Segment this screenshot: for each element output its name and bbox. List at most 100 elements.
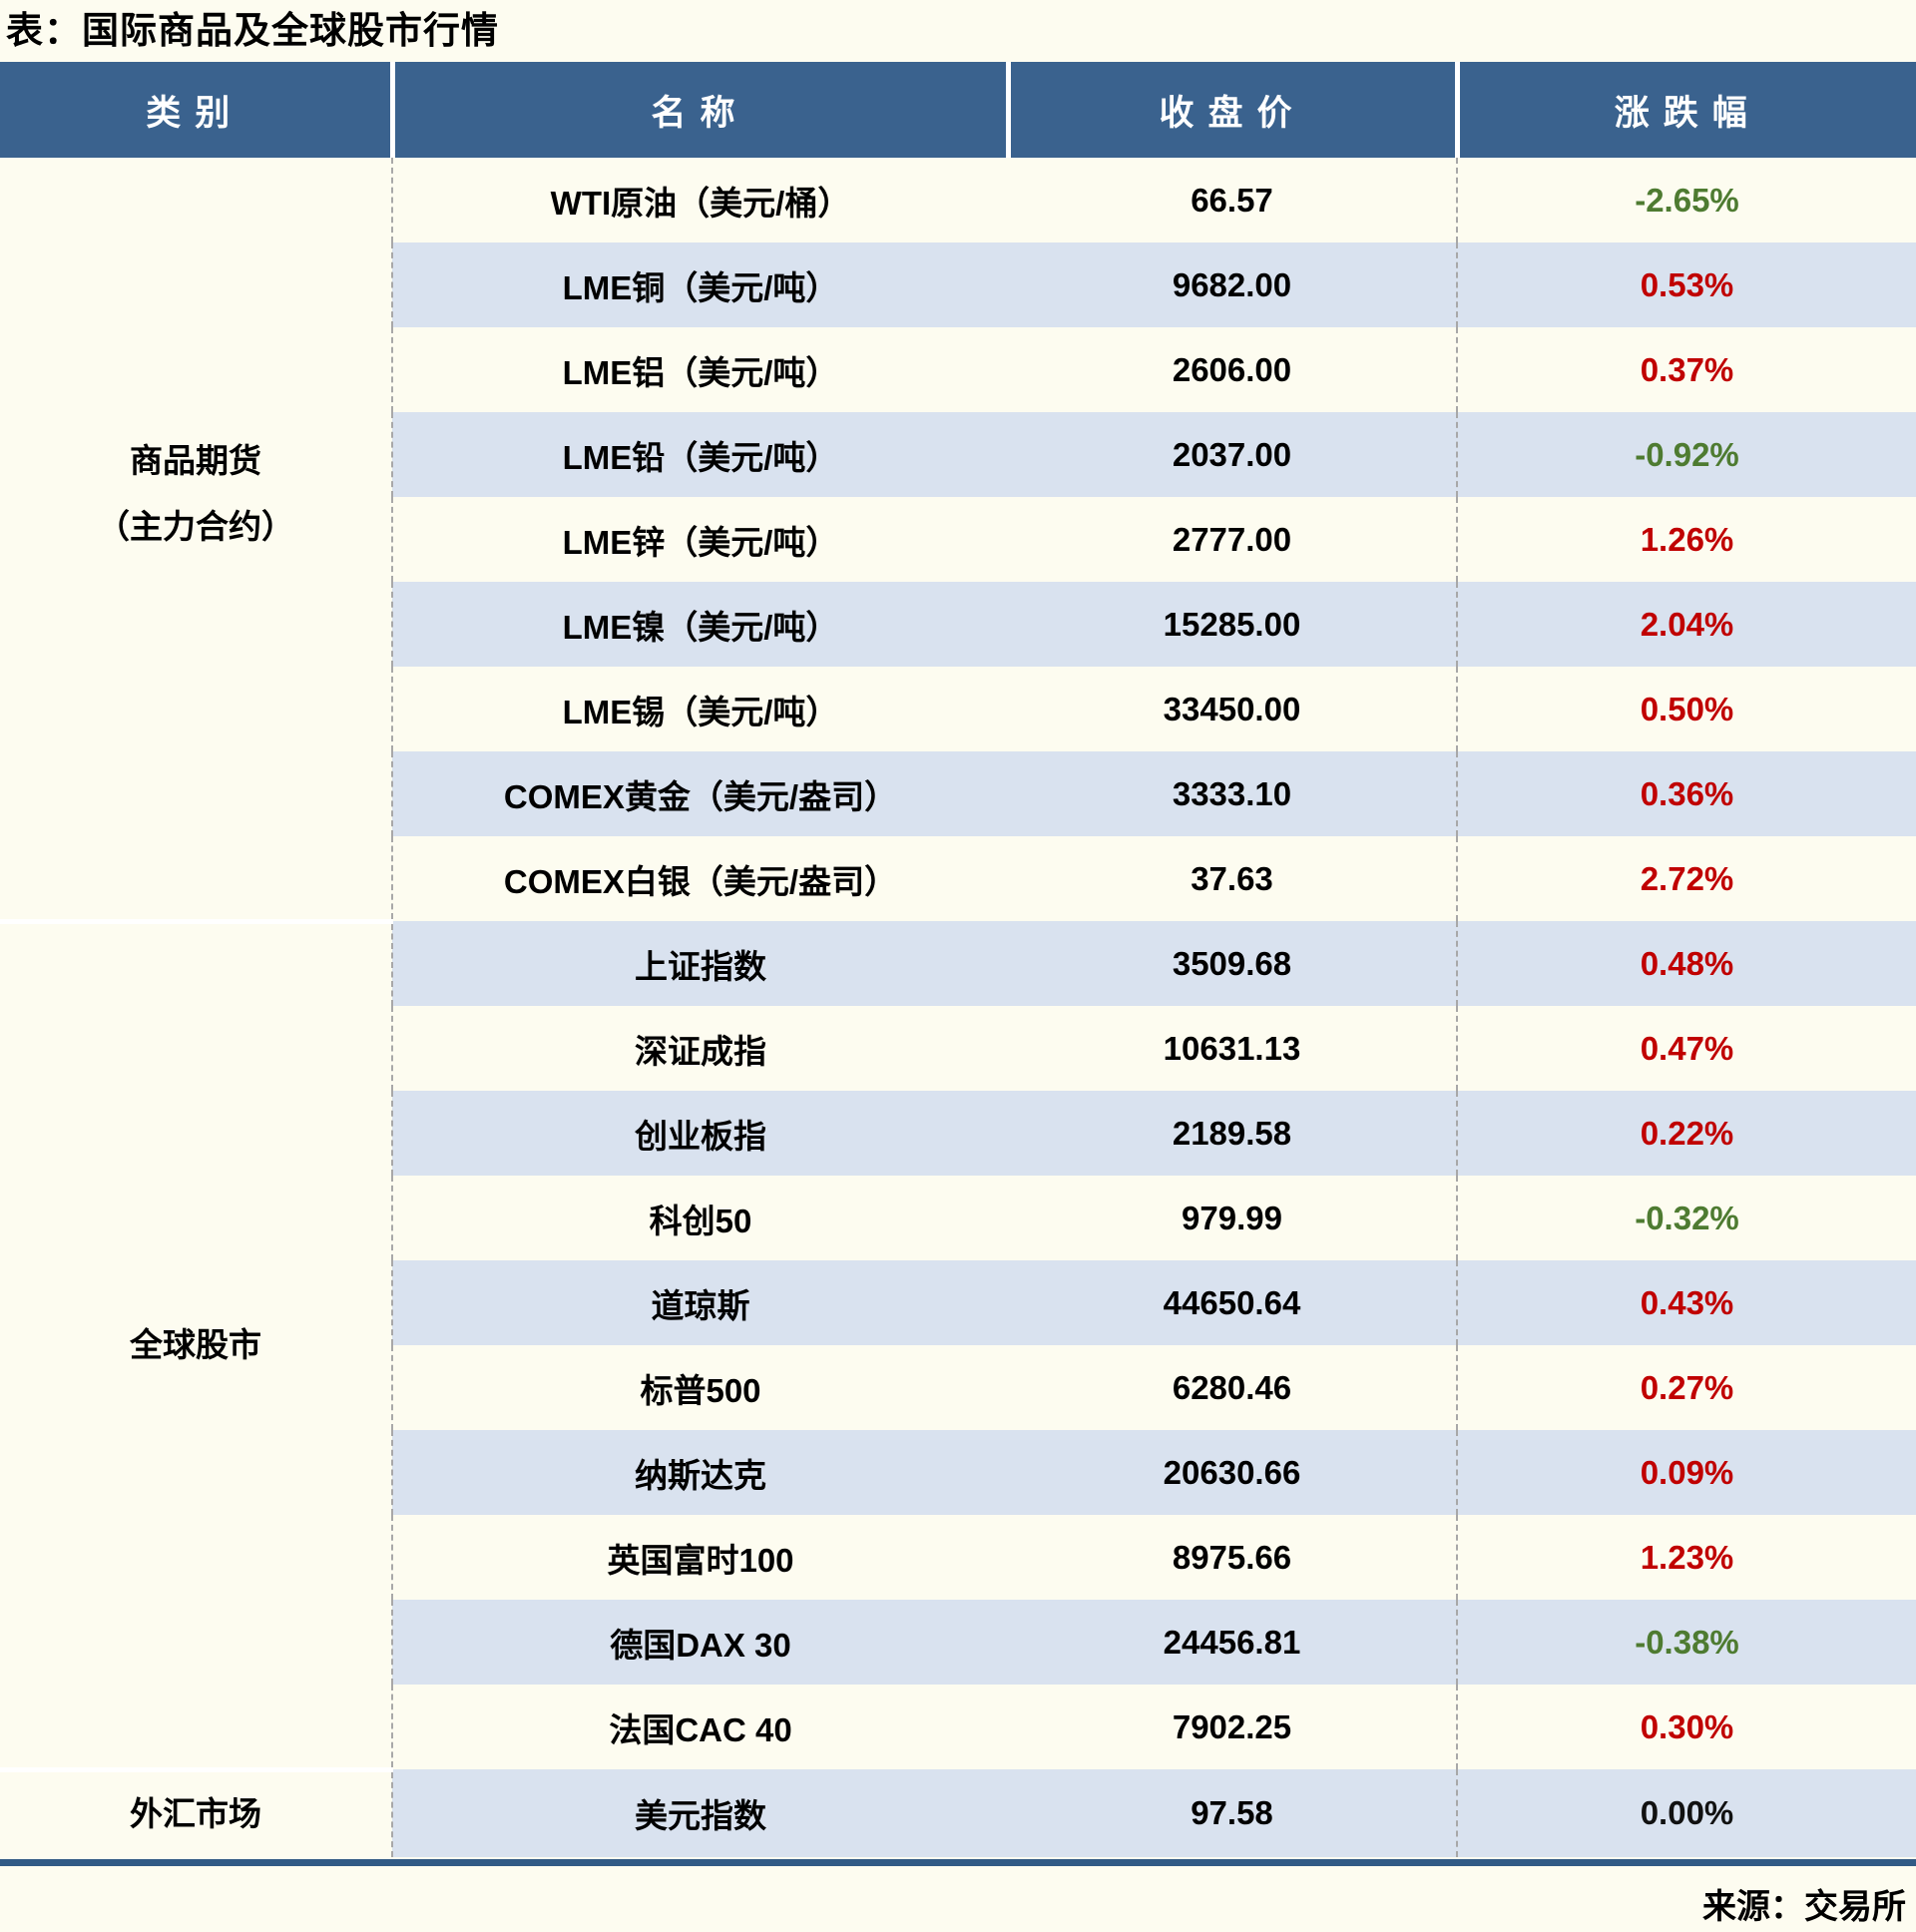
instrument-name: 科创50 [649,1202,752,1239]
table-row: 外汇市场 美元指数 97.58 0.00% [0,1769,1916,1857]
close-price: 20630.66 [1008,1430,1458,1515]
instrument-name: LME锡（美元/吨） [562,693,839,730]
change-percent: -0.38% [1457,1600,1916,1685]
category-label-line: 外汇市场 [130,1795,261,1832]
instrument-name: COMEX白银（美元/盎司） [503,862,898,900]
instrument-name: LME铅（美元/吨） [392,412,1008,497]
change-percent: 0.37% [1640,350,1734,388]
table-row: 法国CAC 40 7902.25 0.30% [0,1685,1916,1769]
category-cell: 商品期货 （主力合约） [0,158,393,924]
table-row: LME锡（美元/吨） 33450.00 0.50% [0,667,1916,751]
close-price: 2189.58 [1008,1091,1458,1176]
table-row: LME铝（美元/吨） 2606.00 0.37% [0,327,1916,412]
change-percent: 0.43% [1457,1260,1916,1345]
close-price: 33450.00 [1008,667,1458,751]
close-price: 10631.13 [1008,1006,1458,1091]
category-label-line: 商品期货 [130,442,261,480]
change-percent: 0.50% [1640,690,1734,727]
col-header-category: 类别 [0,62,392,158]
table-row: 标普500 6280.46 0.27% [0,1345,1916,1430]
change-percent: 2.72% [1640,859,1734,897]
source-note: 来源：交易所 [1702,1887,1906,1926]
instrument-name: 深证成指 [635,1032,766,1070]
instrument-name: LME铜（美元/吨） [392,242,1008,327]
table-row: 商品期货 （主力合约） WTI原油（美元/桶） 66.57 -2.65% [0,158,1916,924]
category-label: 全球股市 [0,1312,391,1378]
table-row: COMEX黄金（美元/盎司） 3333.10 0.36% [0,751,1916,836]
category-cell: 外汇市场 [0,1769,393,1857]
instrument-name: LME镍（美元/吨） [392,582,1008,667]
instrument-name: 道琼斯 [392,1260,1008,1345]
change-percent: 0.30% [1640,1707,1734,1745]
change-percent: 0.53% [1457,242,1916,327]
close-price: 66.57 [1008,158,1458,242]
instrument-name: 德国DAX 30 [392,1600,1008,1685]
table-row: 英国富时100 8975.66 1.23% [0,1515,1916,1600]
table-row: LME铜（美元/吨） 9682.00 0.53% [0,242,1916,327]
close-price: 97.58 [1008,1769,1458,1857]
table-row: COMEX白银（美元/盎司） 37.63 2.72% [0,836,1916,921]
change-percent: -0.32% [1635,1199,1739,1236]
close-price: 2037.00 [1008,412,1458,497]
change-percent: 2.04% [1457,582,1916,667]
change-percent: 0.00% [1457,1769,1916,1857]
instrument-name: 标普500 [640,1371,761,1409]
instrument-name: WTI原油（美元/桶） [550,184,851,222]
change-percent: 1.26% [1640,520,1734,558]
change-percent: 0.36% [1457,751,1916,836]
category-label-line: （主力合约） [97,508,294,546]
table-row: 道琼斯 44650.64 0.43% [0,1260,1916,1345]
table-row: 德国DAX 30 24456.81 -0.38% [0,1600,1916,1685]
close-price: 15285.00 [1008,582,1458,667]
bottom-rule [0,1858,1916,1866]
close-price: 8975.66 [1008,1515,1458,1600]
close-price: 7902.25 [1008,1685,1458,1769]
instrument-name: 英国富时100 [607,1541,794,1579]
table-row: LME镍（美元/吨） 15285.00 2.04% [0,582,1916,667]
table-row: LME铅（美元/吨） 2037.00 -0.92% [0,412,1916,497]
change-percent: -0.92% [1457,412,1916,497]
instrument-name: LME铝（美元/吨） [562,353,839,391]
category-label: 外汇市场 [0,1781,391,1847]
col-header-change: 涨跌幅 [1454,62,1916,158]
close-price: 979.99 [1008,1176,1458,1260]
table-row: 科创50 979.99 -0.32% [0,1176,1916,1260]
change-percent: 1.23% [1640,1538,1734,1576]
close-price: 9682.00 [1008,242,1458,327]
category-cell: 全球股市 [0,921,393,1772]
change-percent: 0.27% [1640,1368,1734,1406]
col-header-name: 名称 [389,62,1008,158]
col-header-close: 收盘价 [1005,62,1457,158]
category-label: 商品期货 （主力合约） [0,428,391,560]
close-price: 44650.64 [1008,1260,1458,1345]
instrument-name: COMEX黄金（美元/盎司） [392,751,1008,836]
header-row: 类别 名称 收盘价 涨跌幅 [0,62,1916,158]
instrument-name: 美元指数 [392,1769,1008,1857]
close-price: 37.63 [1008,836,1458,921]
figure-title: 表：国际商品及全球股市行情 [6,10,499,51]
close-price: 24456.81 [1008,1600,1458,1685]
table-row: 深证成指 10631.13 0.47% [0,1006,1916,1091]
close-price: 3333.10 [1008,751,1458,836]
table-row: 创业板指 2189.58 0.22% [0,1091,1916,1176]
table-row: 全球股市 上证指数 3509.68 0.48% [0,921,1916,1772]
instrument-name: 创业板指 [392,1091,1008,1176]
change-percent: 0.48% [1457,921,1916,1006]
instrument-name: LME锌（美元/吨） [562,523,839,561]
instrument-name: 法国CAC 40 [609,1710,792,1748]
close-price: 2777.00 [1008,497,1458,582]
change-percent: 0.22% [1457,1091,1916,1176]
change-percent: 0.09% [1457,1430,1916,1515]
close-price: 3509.68 [1008,921,1458,1006]
table-row: 纳斯达克 20630.66 0.09% [0,1430,1916,1515]
change-percent: 0.47% [1640,1029,1734,1067]
change-percent: -2.65% [1635,181,1739,219]
table-row: LME锌（美元/吨） 2777.00 1.26% [0,497,1916,582]
instrument-name: 纳斯达克 [392,1430,1008,1515]
close-price: 6280.46 [1008,1345,1458,1430]
category-label-line: 全球股市 [130,1326,261,1363]
instrument-name: 上证指数 [392,921,1008,1006]
market-table: 类别 名称 收盘价 涨跌幅 商品期货 （主力合约） WTI原油（美元/桶） 66.57… [0,62,1916,1857]
close-price: 2606.00 [1008,327,1458,412]
